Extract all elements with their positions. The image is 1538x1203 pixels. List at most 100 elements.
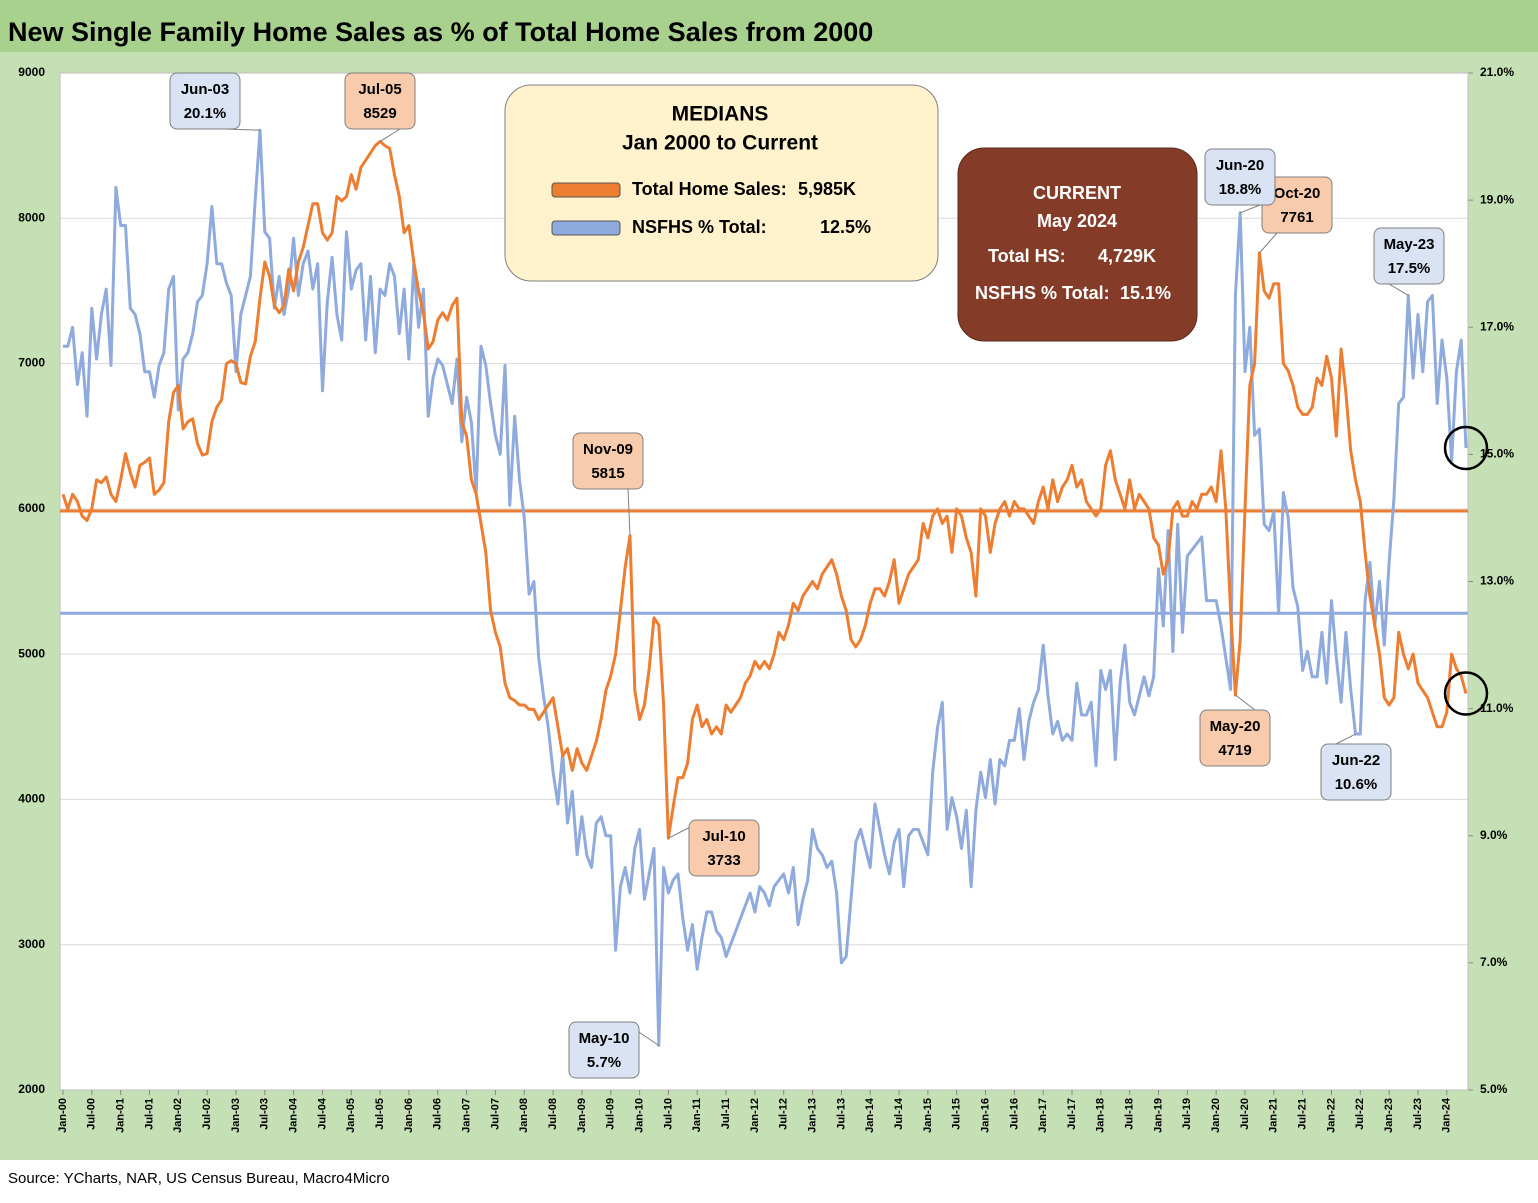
x-tick-label: Jul-23: [1412, 1098, 1424, 1130]
current-label: NSFHS % Total:: [975, 283, 1110, 303]
x-tick-label: Jan-07: [461, 1098, 473, 1133]
title-bar: [0, 0, 1538, 52]
y2-tick-label: 15.0%: [1480, 447, 1514, 461]
y-tick-label: 3000: [18, 937, 45, 951]
callout-value: 3733: [707, 852, 740, 869]
callout-value: 5.7%: [587, 1054, 621, 1071]
x-tick-label: Jul-04: [316, 1097, 328, 1130]
x-tick-label: Jan-15: [922, 1098, 934, 1133]
callout-date: Jul-10: [702, 828, 745, 845]
y-tick-label: 2000: [18, 1082, 45, 1096]
x-tick-label: Jul-09: [605, 1098, 617, 1130]
x-tick-label: Jul-22: [1354, 1098, 1366, 1130]
median-subtitle: Jan 2000 to Current: [622, 132, 818, 155]
x-tick-label: Jan-24: [1441, 1097, 1453, 1133]
highlight-circle: [1443, 671, 1489, 716]
x-tick-label: Jul-03: [259, 1098, 271, 1130]
y-tick-label: 5000: [18, 646, 45, 660]
y2-tick-label: 17.0%: [1480, 319, 1514, 333]
y2-tick-label: 7.0%: [1480, 955, 1508, 969]
x-tick-label: Jul-01: [143, 1098, 155, 1130]
x-tick-label: Jul-20: [1239, 1098, 1251, 1130]
callout-date: May-20: [1210, 718, 1261, 735]
current-value: 15.1%: [1120, 283, 1171, 303]
x-tick-label: Jan-09: [576, 1098, 588, 1133]
x-tick-label: Jul-13: [835, 1098, 847, 1130]
callout-box: [568, 1021, 640, 1079]
x-tick-label: Jul-07: [489, 1098, 501, 1130]
y-tick-label: 8000: [18, 210, 45, 224]
x-tick-label: Jan-18: [1095, 1098, 1107, 1133]
x-tick-label: Jul-06: [432, 1098, 444, 1130]
x-tick-label: Jan-21: [1268, 1098, 1280, 1133]
x-tick-label: Jul-10: [662, 1098, 674, 1130]
x-tick-label: Jul-19: [1181, 1098, 1193, 1130]
callout-value: 8529: [363, 105, 396, 122]
x-tick-label: Jul-18: [1124, 1098, 1136, 1130]
y-tick-label: 6000: [18, 501, 45, 515]
y2-tick-label: 11.0%: [1480, 701, 1514, 715]
footer-bar: [0, 1160, 1538, 1198]
y-tick-label: 7000: [18, 356, 45, 370]
current-label: Total HS:: [988, 246, 1066, 266]
x-tick-label: Jan-19: [1152, 1098, 1164, 1133]
x-tick-label: Jan-12: [749, 1098, 761, 1133]
x-tick-label: Jan-05: [345, 1098, 357, 1133]
callout-box: [1199, 709, 1271, 767]
callout-date: Jun-03: [181, 81, 229, 98]
x-tick-label: Jan-10: [633, 1098, 645, 1133]
source: Source: YCharts, NAR, US Census Bureau, …: [8, 1170, 390, 1187]
callout-date: Jun-22: [1332, 752, 1380, 769]
x-tick-label: Jan-04: [288, 1097, 300, 1133]
y2-tick-label: 9.0%: [1480, 828, 1508, 842]
x-tick-label: Jul-08: [547, 1098, 559, 1130]
x-tick-label: Jul-05: [374, 1098, 386, 1130]
current-box: [957, 147, 1198, 342]
callout-leader: [627, 488, 631, 536]
x-tick-label: Jul-17: [1066, 1098, 1078, 1130]
x-tick-label: Jul-12: [778, 1098, 790, 1130]
current-value: 4,729K: [1098, 246, 1156, 266]
x-tick-label: Jan-11: [691, 1098, 703, 1132]
x-tick-label: Jan-14: [864, 1097, 876, 1133]
callout-date: Jul-05: [358, 81, 401, 98]
callout-value: 20.1%: [184, 105, 227, 122]
x-tick-label: Jul-11: [720, 1098, 732, 1129]
legend-value: 5,985K: [798, 179, 856, 199]
x-tick-label: Jan-23: [1383, 1098, 1395, 1133]
series-line: [61, 139, 1468, 840]
x-tick-label: Jan-17: [1037, 1098, 1049, 1133]
x-tick-label: Jul-02: [201, 1098, 213, 1130]
x-tick-label: Jan-20: [1210, 1098, 1222, 1133]
x-tick-label: Jan-06: [403, 1098, 415, 1133]
callout-box: [169, 72, 241, 130]
x-tick-label: Jul-14: [893, 1097, 905, 1130]
callout-leader: [1259, 232, 1278, 254]
callout-box: [1373, 227, 1445, 285]
callout-box: [1204, 148, 1276, 206]
legend-swatch: [551, 220, 621, 236]
callout-value: 17.5%: [1388, 260, 1431, 277]
chart-title: New Single Family Home Sales as % of Tot…: [8, 17, 873, 47]
x-tick-label: Jan-08: [518, 1098, 530, 1133]
callout-leader: [1335, 733, 1356, 745]
callout-date: Nov-09: [583, 441, 633, 458]
legend-swatch: [551, 182, 621, 198]
callout-box: [1320, 743, 1392, 801]
callout-leader: [1388, 283, 1409, 296]
x-tick-label: Jan-16: [979, 1098, 991, 1133]
callout-leader: [1235, 694, 1256, 711]
callout-box: [344, 72, 416, 130]
y2-tick-label: 19.0%: [1480, 192, 1514, 206]
legend-label: NSFHS % Total:: [632, 217, 767, 237]
callout-date: Oct-20: [1274, 185, 1321, 202]
callout-value: 7761: [1280, 209, 1313, 226]
callout-value: 10.6%: [1335, 776, 1378, 793]
callout-value: 5815: [591, 465, 624, 482]
callout-date: Jun-20: [1216, 157, 1264, 174]
legend-value: 12.5%: [820, 217, 871, 237]
y-tick-label: 9000: [18, 65, 45, 79]
y2-tick-label: 13.0%: [1480, 574, 1514, 588]
callout-value: 4719: [1218, 742, 1251, 759]
